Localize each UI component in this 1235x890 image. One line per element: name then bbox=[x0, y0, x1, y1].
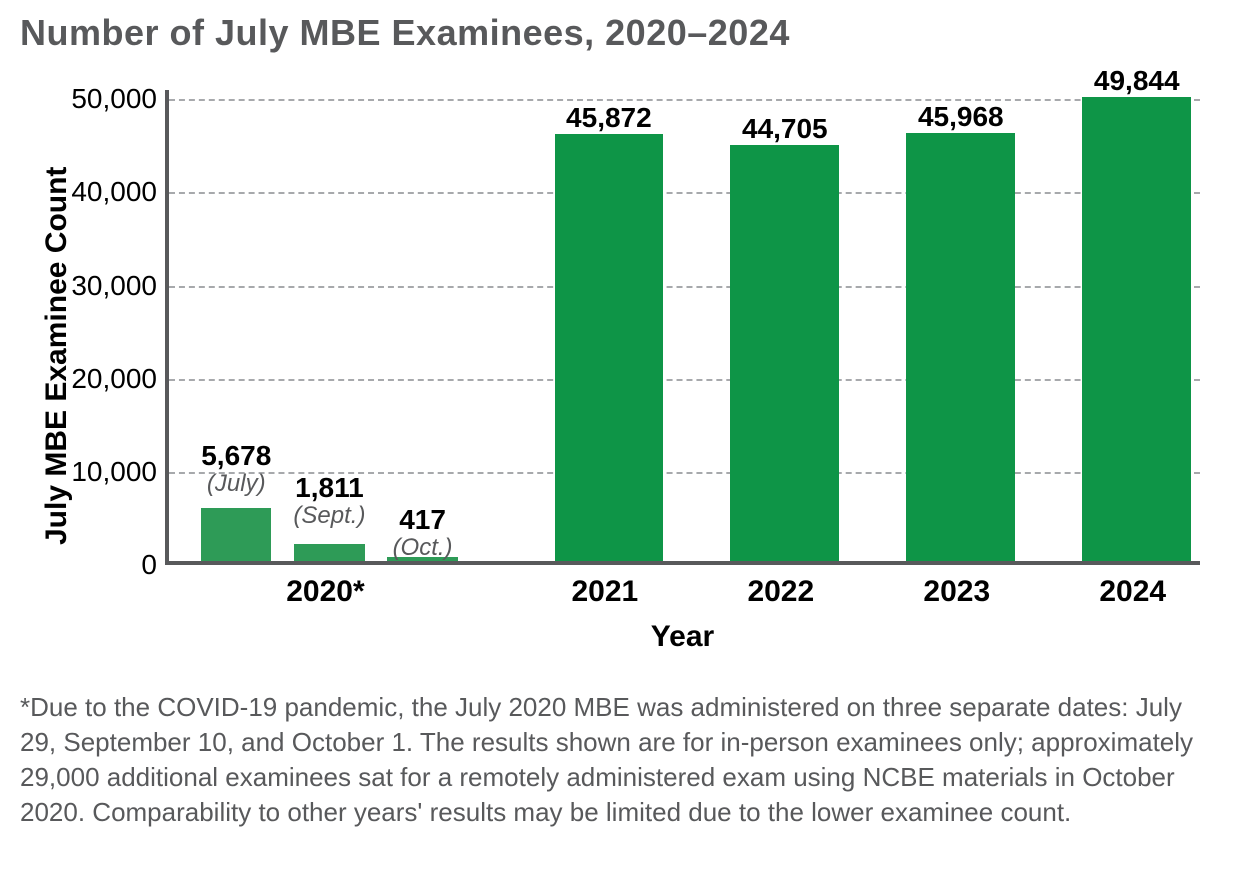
x-category-label: 2023 bbox=[923, 575, 990, 609]
chart-title: Number of July MBE Examinees, 2020–2024 bbox=[20, 12, 790, 54]
chart-container: Number of July MBE Examinees, 2020–2024 … bbox=[0, 0, 1235, 890]
bar bbox=[730, 145, 839, 561]
chart-footnote: *Due to the COVID-19 pandemic, the July … bbox=[20, 690, 1215, 830]
bar bbox=[201, 508, 271, 561]
bar-sublabel: (Sept.) bbox=[293, 502, 365, 530]
bar-value-label: 45,872 bbox=[566, 102, 652, 134]
x-category-label: 2021 bbox=[572, 575, 639, 609]
bar-value-label: 49,844 bbox=[1094, 65, 1180, 97]
y-tick-label: 20,000 bbox=[47, 363, 157, 395]
plot-area: 5,678(July) 1,811(Sept.) 417(Oct.) 45,872 44… bbox=[165, 90, 1200, 565]
bar bbox=[1082, 97, 1191, 561]
x-category-label: 2024 bbox=[1099, 575, 1166, 609]
bar-sublabel: (Oct.) bbox=[393, 534, 453, 562]
bar-value-label: 1,811 bbox=[295, 472, 364, 504]
x-category-label: 2022 bbox=[747, 575, 814, 609]
bar-value-label: 45,968 bbox=[918, 101, 1004, 133]
bar-value-label: 5,678 bbox=[201, 440, 271, 472]
gridline bbox=[169, 99, 1200, 101]
bar bbox=[555, 134, 664, 561]
gridline bbox=[169, 379, 1200, 381]
x-axis-label: Year bbox=[651, 620, 714, 654]
y-tick-label: 30,000 bbox=[47, 270, 157, 302]
y-tick-label: 40,000 bbox=[47, 176, 157, 208]
x-category-label: 2020* bbox=[286, 575, 364, 609]
y-tick-label: 10,000 bbox=[47, 456, 157, 488]
gridline bbox=[169, 286, 1200, 288]
y-axis-label: July MBE Examinee Count bbox=[40, 167, 74, 545]
y-tick-label: 0 bbox=[47, 549, 157, 581]
bar-sublabel: (July) bbox=[207, 470, 266, 498]
gridline bbox=[169, 192, 1200, 194]
y-tick-label: 50,000 bbox=[47, 83, 157, 115]
bar-value-label: 417 bbox=[399, 504, 446, 536]
bar bbox=[906, 133, 1015, 561]
bar bbox=[294, 544, 364, 561]
bar-value-label: 44,705 bbox=[742, 113, 828, 145]
